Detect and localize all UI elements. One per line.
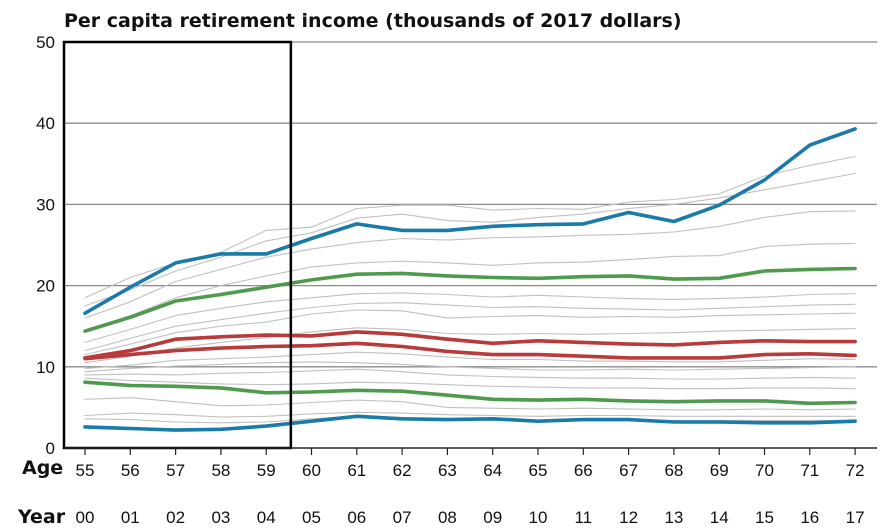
background-series-line <box>84 327 856 364</box>
age-tick-label: 61 <box>347 461 366 480</box>
age-tick-label: 62 <box>393 461 412 480</box>
red-series-line <box>83 330 857 360</box>
year-tick-label: 03 <box>211 508 230 527</box>
y-tick-label: 30 <box>36 195 55 214</box>
year-tick-label: 11 <box>574 508 592 527</box>
red-series-line <box>83 341 857 361</box>
age-tick-label: 57 <box>166 461 185 480</box>
year-tick-label: 01 <box>121 508 140 527</box>
age-tick-label: 55 <box>76 461 95 480</box>
y-tick-label: 50 <box>36 33 55 52</box>
background-series-line <box>84 411 856 418</box>
background-series-line <box>84 351 856 369</box>
x-axis <box>64 447 877 455</box>
green-series-line <box>83 266 857 333</box>
year-tick-label: 14 <box>710 508 729 527</box>
age-tick-labels: 55 56 57 58 59 60 61 62 63 64 65 66 67 68 69 70 71 72 <box>76 461 865 480</box>
year-tick-label: 17 <box>846 508 865 527</box>
age-tick-label: 63 <box>438 461 457 480</box>
year-tick-label: 15 <box>755 508 774 527</box>
age-tick-label: 58 <box>211 461 230 480</box>
highlighted-series <box>83 127 857 432</box>
age-tick-label: 70 <box>755 461 774 480</box>
age-tick-label: 59 <box>257 461 276 480</box>
background-series-line <box>84 210 856 319</box>
y-tick-label: 0 <box>46 439 55 458</box>
age-tick-label: 56 <box>121 461 140 480</box>
blue-series-line <box>83 414 857 432</box>
background-series-line <box>84 302 856 352</box>
year-tick-label: 00 <box>76 508 95 527</box>
year-tick-label: 16 <box>800 508 819 527</box>
background-series <box>84 155 856 424</box>
year-tick-label: 13 <box>664 508 683 527</box>
year-tick-label: 08 <box>438 508 457 527</box>
year-tick-label: 06 <box>347 508 366 527</box>
background-series-line <box>84 242 856 331</box>
year-tick-label: 04 <box>257 508 276 527</box>
age-tick-label: 69 <box>710 461 729 480</box>
year-tick-label: 10 <box>529 508 548 527</box>
background-series-line <box>84 361 856 373</box>
age-tick-label: 71 <box>800 461 819 480</box>
background-series-line <box>84 368 856 380</box>
background-series-line <box>84 172 856 307</box>
green-series-line <box>83 380 857 406</box>
chart-title: Per capita retirement income (thousands … <box>64 10 682 32</box>
age-tick-label: 72 <box>846 461 865 480</box>
year-row-label: Year <box>17 506 66 528</box>
age-tick-label: 67 <box>619 461 638 480</box>
age-tick-label: 68 <box>664 461 683 480</box>
age-tick-label: 60 <box>302 461 321 480</box>
age-tick-label: 65 <box>529 461 548 480</box>
background-series-line <box>84 292 856 343</box>
y-tick-label: 40 <box>36 114 55 133</box>
year-tick-label: 07 <box>393 508 412 527</box>
y-tick-label: 10 <box>36 358 55 377</box>
year-tick-label: 05 <box>302 508 321 527</box>
year-tick-label: 09 <box>483 508 502 527</box>
background-series-line <box>84 309 856 356</box>
y-tick-labels: 0 10 20 30 40 50 <box>36 33 55 458</box>
year-tick-labels: 00 01 02 03 04 05 06 07 08 09 10 11 12 13 14 15 16 17 <box>76 508 865 527</box>
background-series-line <box>84 397 856 411</box>
age-row-label: Age <box>22 457 63 479</box>
year-tick-label: 02 <box>166 508 185 527</box>
background-series-line <box>84 377 856 390</box>
y-tick-label: 20 <box>36 277 55 296</box>
blue-series-line <box>83 127 857 316</box>
age-tick-label: 64 <box>483 461 502 480</box>
y-gridlines <box>64 41 877 368</box>
age-tick-label: 66 <box>574 461 593 480</box>
year-tick-label: 12 <box>619 508 638 527</box>
